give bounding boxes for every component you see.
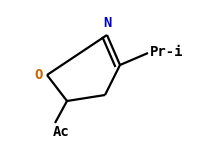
Text: Ac: Ac [53,125,70,139]
Text: N: N [103,16,111,30]
Text: Pr-i: Pr-i [150,45,183,59]
Text: O: O [35,68,43,82]
